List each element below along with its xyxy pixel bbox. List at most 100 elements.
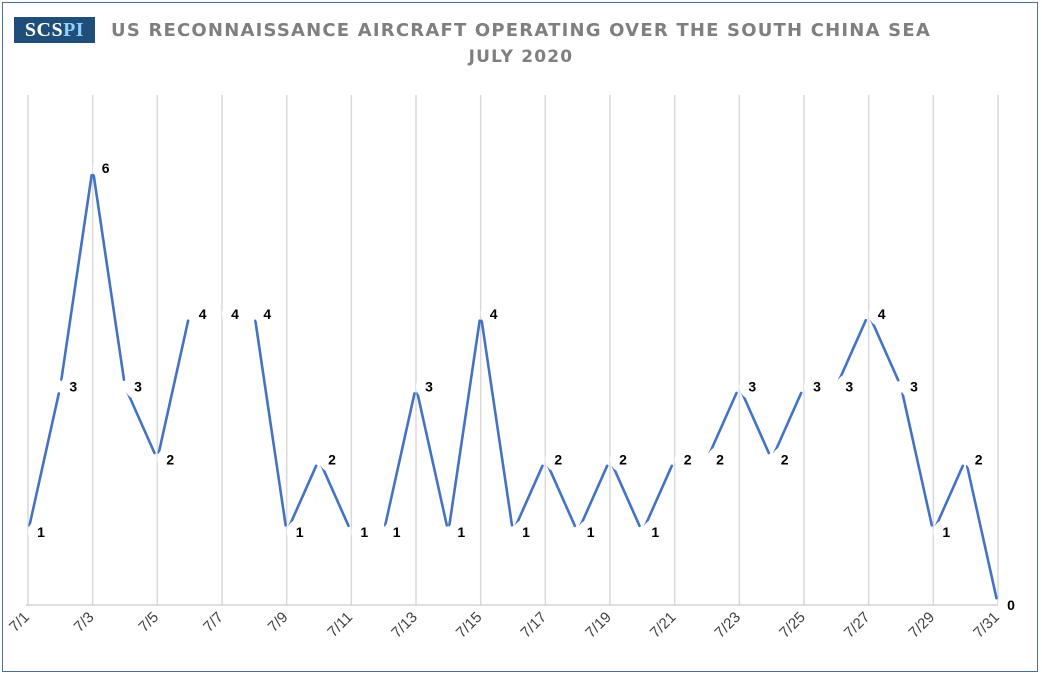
series-line-segment [383, 392, 416, 527]
data-label: 1 [37, 524, 45, 540]
data-label: 1 [296, 524, 304, 540]
data-label-halo [998, 592, 1024, 618]
data-label: 2 [554, 451, 562, 467]
data-label: 3 [813, 379, 821, 395]
data-label-halo [804, 373, 830, 400]
logo-text-accent: PI [63, 19, 85, 41]
x-tick-label: 7/3 [71, 609, 98, 636]
data-label: 1 [522, 524, 530, 540]
x-tick-label: 7/1 [6, 609, 33, 636]
series-line-segment [579, 464, 609, 528]
data-label: 4 [263, 306, 271, 322]
series-line-segment [254, 319, 287, 527]
x-tick-label: 7/25 [776, 609, 809, 642]
data-label: 3 [748, 379, 756, 395]
series-line-segment [288, 464, 318, 528]
x-tick-label: 7/23 [711, 609, 744, 642]
data-label-halo [157, 446, 184, 473]
data-label: 0 [1007, 597, 1015, 613]
series-line-segment [611, 464, 641, 528]
series-line-segment [643, 464, 674, 528]
data-label: 2 [975, 451, 983, 467]
data-label: 2 [619, 451, 627, 467]
data-label: 1 [942, 524, 950, 540]
data-label: 4 [231, 306, 239, 322]
x-tick-label: 7/11 [324, 609, 356, 641]
data-label: 3 [134, 379, 142, 395]
series-line-segment [448, 319, 481, 527]
data-label: 3 [845, 379, 853, 395]
data-label-halo [222, 300, 248, 327]
series-line-segment [480, 319, 514, 527]
series-line-segment [60, 173, 93, 381]
data-label-halo [513, 519, 539, 546]
x-tick-label: 7/13 [388, 609, 421, 642]
data-label: 6 [102, 160, 110, 176]
data-label-halo [480, 300, 507, 327]
series-line-segment [157, 319, 190, 454]
data-label-halo [448, 519, 475, 546]
series-line-segment [416, 392, 449, 527]
data-label: 3 [425, 379, 433, 395]
series-line-segment [126, 391, 156, 455]
chart-subtitle: JULY 2020 [468, 47, 574, 67]
data-label-halo [771, 446, 798, 473]
series-line-segment [320, 464, 350, 528]
x-tick-label: 7/15 [453, 609, 486, 642]
data-label-halo [28, 519, 54, 546]
x-tick-label: 7/31 [970, 609, 1003, 642]
data-label-halo [707, 446, 733, 473]
data-label-halo [739, 373, 766, 400]
data-label-halo [125, 373, 151, 400]
data-label: 1 [651, 524, 659, 540]
data-label-halo [868, 300, 895, 327]
data-label-halo [254, 300, 281, 327]
x-tick-label: 7/17 [517, 609, 550, 642]
data-label-halo [577, 519, 604, 546]
data-label-halo [965, 446, 992, 473]
data-label: 1 [393, 524, 401, 540]
data-label-halo [92, 155, 119, 182]
data-label: 2 [781, 451, 789, 467]
series-line-segment [901, 392, 934, 527]
x-tick-label: 7/5 [135, 609, 162, 636]
data-label: 2 [716, 451, 724, 467]
data-label: 1 [360, 524, 368, 540]
data-label-halo [610, 446, 636, 473]
scspi-logo: SCSPI [14, 17, 95, 43]
data-label: 1 [587, 524, 595, 540]
series-line-segment [708, 391, 738, 455]
data-label-halo [674, 446, 701, 473]
x-tick-label: 7/29 [905, 609, 938, 642]
chart-title: US RECONNAISSANCE AIRCRAFT OPERATING OVE… [111, 20, 931, 41]
data-label: 3 [910, 379, 918, 395]
data-label-halo [383, 519, 410, 546]
data-label-halo [351, 519, 378, 546]
data-label-halo [545, 446, 572, 473]
data-label-halo [933, 519, 960, 546]
data-label: 2 [328, 451, 336, 467]
data-label-halo [901, 373, 927, 400]
x-tick-label: 7/7 [200, 609, 227, 636]
data-label: 4 [490, 306, 498, 322]
series-line-segment [740, 391, 771, 455]
logo-text-main: SCS [24, 19, 64, 41]
data-label: 4 [199, 306, 207, 322]
data-label: 1 [457, 524, 465, 540]
data-label: 4 [878, 306, 886, 322]
data-label-halo [286, 519, 313, 546]
series-line-segment [546, 464, 577, 528]
series-line-segment [837, 318, 868, 382]
series-line-segment [934, 464, 965, 528]
data-label-halo [319, 446, 345, 473]
data-label-halo [416, 373, 442, 400]
x-tick-label: 7/21 [647, 609, 680, 642]
data-label-halo [836, 373, 863, 400]
series-line-segment [870, 318, 900, 382]
x-tick-label: 7/19 [582, 609, 615, 642]
series-line-segment [28, 392, 61, 527]
data-label: 2 [166, 451, 174, 467]
data-label-halo [189, 300, 216, 327]
